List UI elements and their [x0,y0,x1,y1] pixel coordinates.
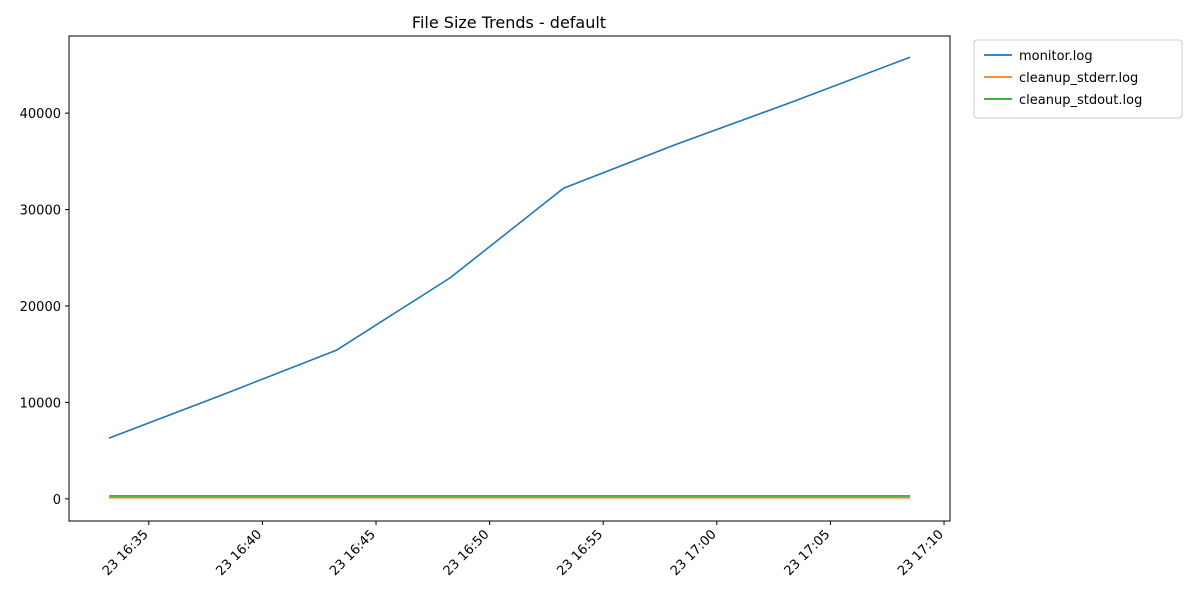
x-tick-label: 23 16:50 [441,527,493,579]
axes-frame [68,35,951,522]
y-tick-label: 10000 [20,396,61,411]
y-tick-label: 20000 [20,300,61,315]
legend: monitor.log cleanup_stderr.log cleanup_std… [973,39,1183,119]
legend-label: cleanup_stderr.log [1019,71,1138,86]
legend-label: monitor.log [1019,49,1093,64]
series-line-1 [108,56,911,439]
x-tick-label: 23 16:40 [214,527,266,579]
x-tick-label: 23 17:05 [782,527,834,579]
x-tick-label: 23 16:45 [327,527,379,579]
plot-area: 0 10000 20000 30000 40000 23 16:35 23 16:40 23 … [20,35,951,579]
x-tick-label: 23 16:35 [100,527,152,579]
legend-box [973,39,1183,119]
x-tick-label: 23 16:55 [554,527,606,579]
y-tick-label: 40000 [20,107,61,122]
y-tick-label: 0 [53,493,61,508]
x-tick-label: 23 17:00 [668,527,720,579]
chart-title: File Size Trends - default [412,13,606,32]
x-tick-label: 23 17:10 [895,527,947,579]
y-tick-label: 30000 [20,204,61,219]
legend-label: cleanup_stdout.log [1019,93,1142,108]
